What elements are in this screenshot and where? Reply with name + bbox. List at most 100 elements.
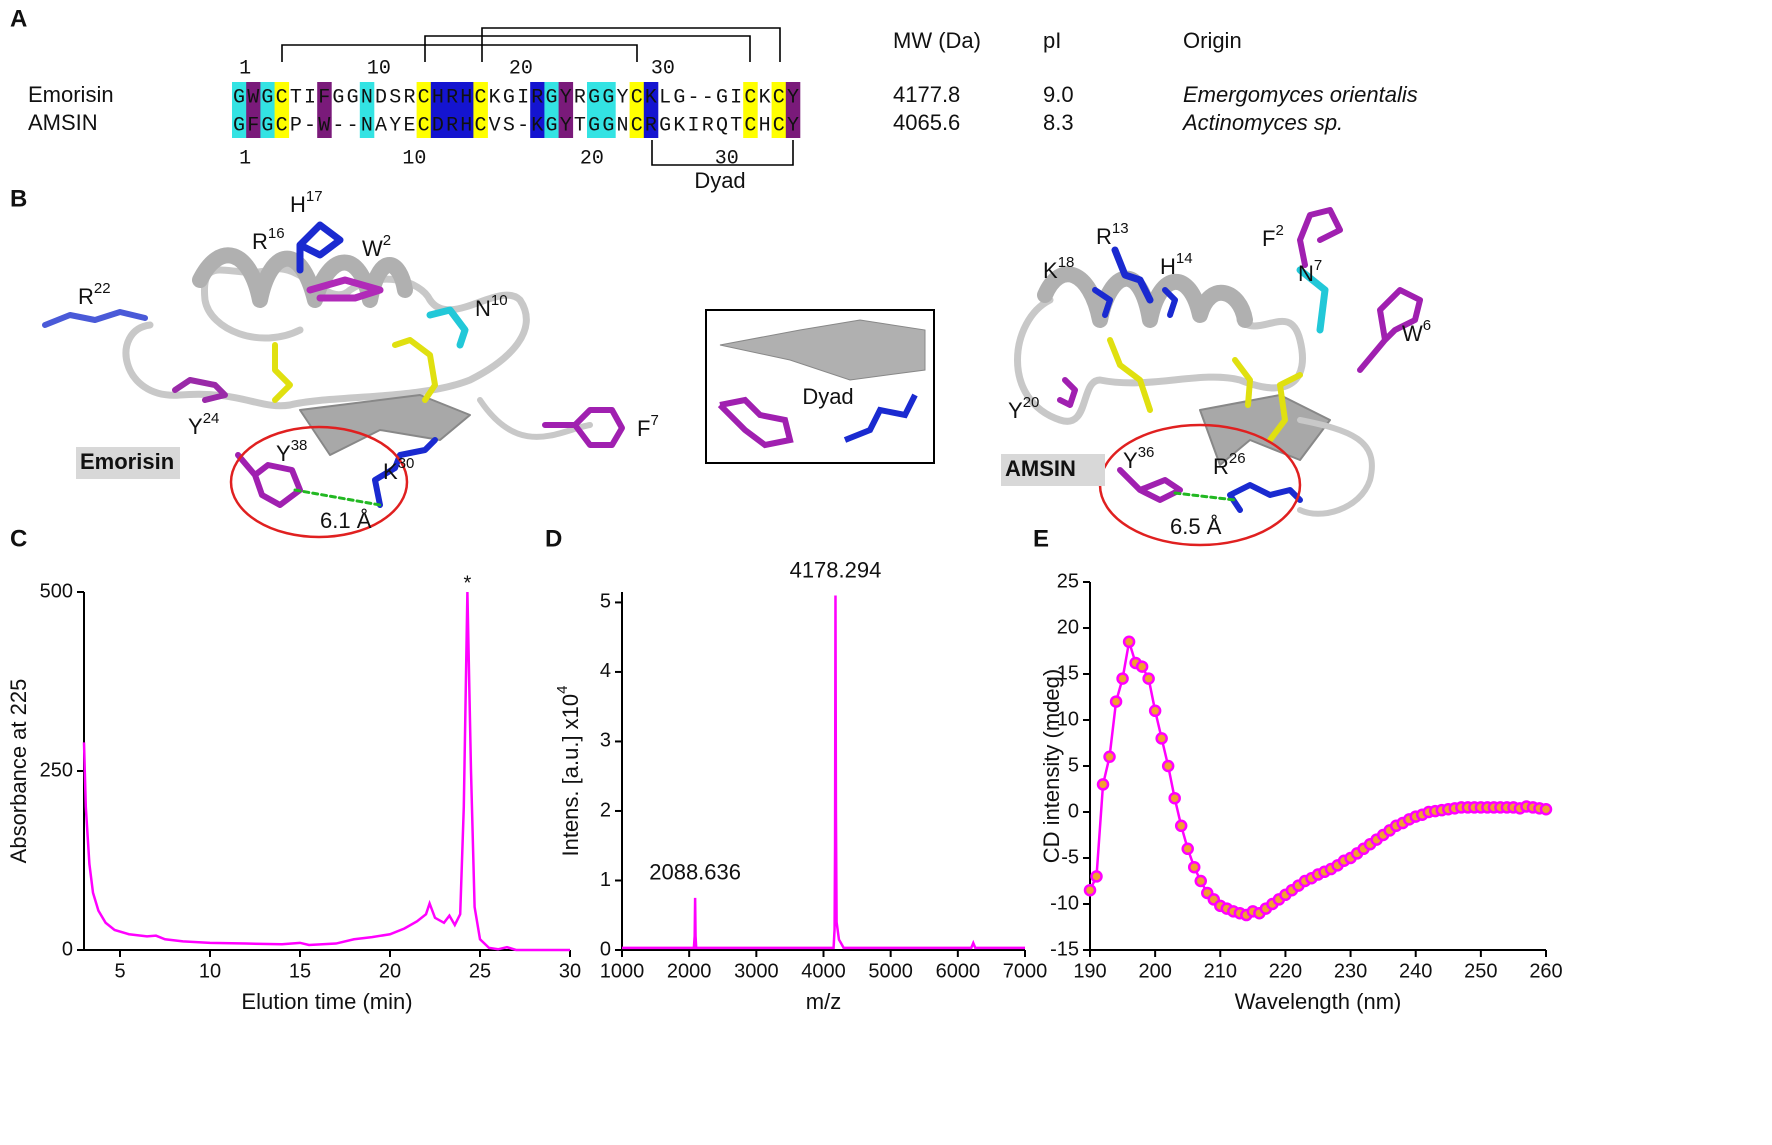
x-tick-label: 2000 (667, 960, 712, 982)
structure-right (1014, 207, 1423, 547)
position-number: 1 (239, 147, 251, 170)
residue-highlight (558, 82, 574, 110)
axis (621, 592, 1025, 951)
stick (1227, 482, 1303, 513)
residue-highlight (743, 110, 758, 138)
distance-line (1173, 491, 1237, 502)
stick (235, 452, 303, 508)
panel-label: A (10, 5, 27, 32)
residue-label: W6 (1402, 317, 1431, 346)
residue-name: R (1096, 224, 1112, 249)
residue-name: K (383, 459, 398, 484)
residue-number: 2 (1275, 222, 1283, 239)
pi-value: 8.3 (1043, 110, 1074, 135)
sequence: GFGCP-W--NAYECDRHCVS-KGYTGGNCRGKIRQTCHCY (233, 114, 799, 137)
residue-highlight (643, 82, 659, 110)
residue-highlight (430, 110, 446, 138)
residue-label: Y20 (1008, 394, 1039, 423)
residue-highlight (232, 82, 247, 110)
inset-label: Dyad (802, 384, 853, 409)
residue-label: H17 (290, 188, 323, 217)
residue-label: F2 (1262, 222, 1284, 251)
x-tick-label: 7000 (1003, 960, 1048, 982)
x-tick-label: 10 (199, 960, 221, 982)
residue-number: 13 (1112, 220, 1129, 237)
stick (843, 393, 918, 443)
residue-name: N (475, 296, 491, 321)
y-tick-label: -10 (1050, 892, 1079, 914)
y-tick-label: 0 (62, 938, 73, 960)
disulfide-brackets (281, 27, 794, 166)
residue-highlight (274, 110, 290, 138)
distance-label: 6.5 Å (1170, 514, 1222, 539)
residue-highlight (359, 82, 375, 110)
stick (1297, 207, 1343, 268)
column-header: pI (1043, 28, 1061, 53)
panel-label: C (10, 525, 27, 552)
residue-label: R22 (78, 280, 111, 309)
panel-label: D (545, 525, 562, 552)
x-tick-label: 3000 (734, 960, 779, 982)
x-tick-label: 190 (1073, 960, 1106, 982)
bracket (424, 35, 751, 62)
residue-number: 7 (650, 412, 658, 429)
residue-highlight (530, 82, 545, 110)
y-tick-label: -15 (1050, 938, 1079, 960)
data-point (1181, 842, 1194, 856)
y-tick-label: 10 (1057, 708, 1079, 730)
residue-number: 17 (306, 188, 323, 205)
residue-number: 38 (291, 437, 308, 454)
panel-label: E (1033, 525, 1049, 552)
data-point (1142, 672, 1155, 685)
y-axis-label-text: Intens. [a.u.] x10 (558, 694, 583, 857)
residue-number: 7 (1314, 257, 1322, 274)
residue-name: Y (1008, 398, 1023, 423)
data-point (1096, 778, 1110, 791)
data-point (1161, 759, 1175, 773)
residue-number: 24 (203, 410, 220, 427)
x-tick-label: 25 (469, 960, 491, 982)
stick (392, 337, 438, 403)
y-tick-label: -5 (1061, 846, 1079, 868)
bracket (481, 27, 781, 62)
stick (172, 377, 228, 403)
residue-name: Y (188, 414, 203, 439)
x-tick-label: 200 (1138, 960, 1171, 982)
residue-highlight (416, 82, 432, 110)
distance-label: 6.1 Å (320, 508, 372, 533)
y-axis-label: CD intensity (mdeg) (1039, 669, 1064, 863)
residue-highlight (629, 110, 645, 138)
y-axis-label-text: CD intensity (mdeg) (1039, 669, 1064, 863)
stick (717, 396, 794, 449)
residue-label: K30 (383, 455, 414, 484)
residue-highlight (643, 110, 659, 138)
y-tick-label: 250 (40, 759, 73, 781)
x-tick-label: 5 (114, 960, 125, 982)
stick (1267, 372, 1303, 443)
residue-number: 30 (398, 455, 415, 472)
residue-highlight (232, 110, 247, 138)
structure-name: AMSIN (1005, 456, 1076, 481)
x-tick-label: 20 (379, 960, 401, 982)
peak-label: 4178.294 (790, 557, 882, 582)
stick (1117, 467, 1183, 503)
highlight-ellipse (229, 425, 409, 539)
x-tick-label: 250 (1464, 960, 1497, 982)
residue-highlight (601, 110, 616, 138)
residue-label: N10 (475, 292, 508, 321)
residue-number: 6 (1423, 317, 1431, 334)
y-axis-label: Absorbance at 225 (6, 679, 31, 864)
pi-value: 9.0 (1043, 82, 1074, 107)
data-point (1122, 635, 1136, 649)
protein-name: Emorisin (28, 82, 114, 107)
residue-name: H (290, 192, 306, 217)
y-tick-label: 2 (600, 799, 611, 821)
residue-number: 16 (268, 225, 285, 242)
residue-highlight (445, 82, 460, 110)
stick (1162, 287, 1178, 318)
residue-name: R (252, 229, 268, 254)
residue-highlight (544, 110, 559, 138)
origin: Emergomyces orientalis (1183, 82, 1418, 107)
stick (426, 306, 469, 349)
